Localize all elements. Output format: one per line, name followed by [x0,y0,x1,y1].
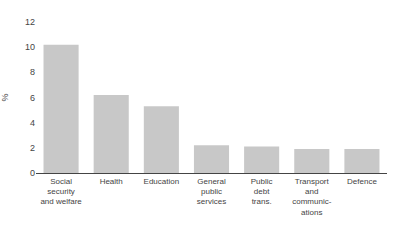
svg-text:2: 2 [30,143,35,153]
svg-text:Defence: Defence [347,177,377,186]
svg-text:%: % [0,93,10,101]
svg-text:Generalpublicservices: Generalpublicservices [197,177,226,207]
svg-text:0: 0 [30,168,35,178]
svg-text:6: 6 [30,93,35,103]
svg-text:10: 10 [25,42,35,52]
svg-text:Education: Education [144,177,180,186]
svg-text:Publicdebttrans.: Publicdebttrans. [251,177,273,207]
svg-text:4: 4 [30,118,35,128]
svg-text:8: 8 [30,67,35,77]
svg-text:12: 12 [25,17,35,27]
svg-text:Health: Health [100,177,123,186]
svg-text:Transportandcommunic-ations: Transportandcommunic-ations [292,177,331,217]
svg-text:Socialsecurityand welfare: Socialsecurityand welfare [40,177,82,207]
